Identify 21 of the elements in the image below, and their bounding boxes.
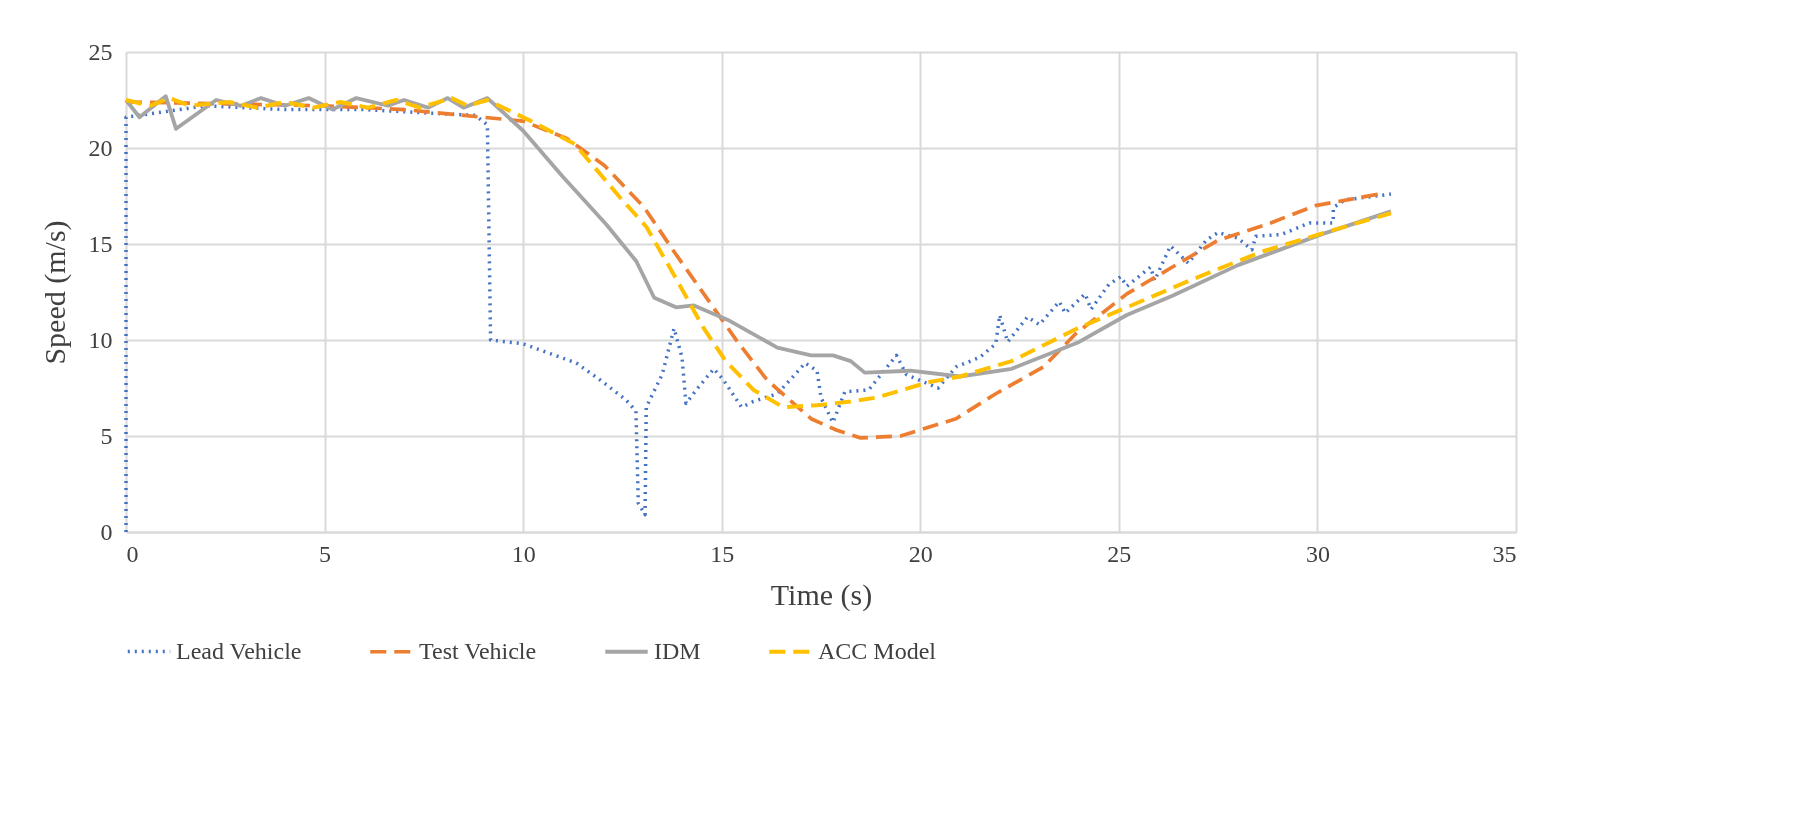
x-tick-label: 0 <box>126 540 139 567</box>
legend-label: Test Vehicle <box>419 637 537 664</box>
legend-label: IDM <box>654 637 701 664</box>
x-tick-label: 5 <box>319 540 332 567</box>
x-tick-label: 10 <box>511 540 536 567</box>
y-tick-label: 20 <box>88 134 113 161</box>
y-tick-label: 25 <box>88 38 113 65</box>
y-tick-label: 5 <box>100 422 113 449</box>
x-tick-label: 30 <box>1305 540 1330 567</box>
y-tick-label: 0 <box>100 518 113 545</box>
x-tick-label: 35 <box>1492 540 1517 567</box>
x-tick-label: 20 <box>908 540 933 567</box>
legend-label: Lead Vehicle <box>176 637 302 664</box>
x-axis-title: Time (s) <box>770 577 873 612</box>
y-tick-label: 15 <box>88 230 113 257</box>
x-tick-label: 25 <box>1107 540 1132 567</box>
line-series <box>124 104 1393 534</box>
y-tick-label: 10 <box>88 326 113 353</box>
legend-label: ACC Model <box>818 637 937 664</box>
y-axis-title: Speed (m/s) <box>37 220 72 365</box>
x-tick-label: 15 <box>710 540 735 567</box>
